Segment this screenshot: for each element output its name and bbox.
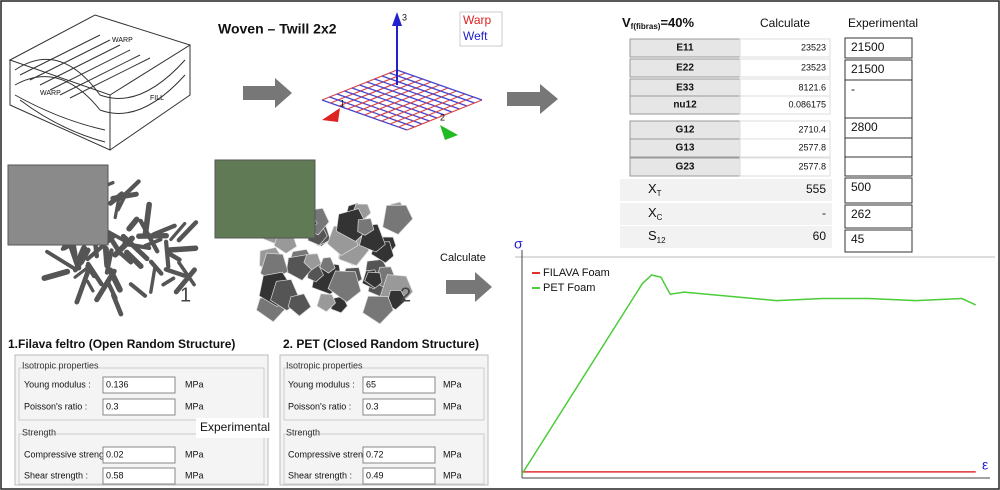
foam-number: 2	[400, 284, 411, 306]
row-calculate: -	[822, 206, 826, 220]
label-sub: 12	[657, 236, 666, 245]
row-label: nu12	[673, 100, 697, 111]
table: E11 23523 21500 E22 23523 21500 E33 8121.6 - nu12…	[620, 38, 912, 252]
field-value: 0.136	[106, 379, 129, 389]
row-experimental: 500	[851, 180, 871, 194]
label-sub: C	[657, 213, 663, 222]
field-value: 0.49	[366, 470, 384, 480]
foam-number: 1	[180, 284, 191, 306]
row-label: E11	[676, 43, 694, 54]
sketch-label: WARP	[112, 37, 133, 44]
header-part: f(fibras)	[631, 22, 661, 31]
row-label: E33	[676, 83, 694, 94]
experimental-cell	[845, 138, 912, 157]
field-value: 0.72	[366, 449, 384, 459]
row-calculate: 8121.6	[798, 82, 826, 92]
field-unit: MPa	[185, 401, 204, 411]
table-header: Experimental	[848, 16, 918, 30]
strut	[80, 248, 84, 258]
label-main: S	[648, 228, 657, 243]
row-experimental: 2800	[851, 120, 878, 134]
field-unit: MPa	[185, 470, 204, 480]
row-calculate: 2710.4	[798, 124, 826, 134]
strut	[145, 205, 149, 234]
panels: 1.Filava feltro (Open Random Structure) I…	[8, 337, 488, 485]
legend-text: Warp	[463, 13, 492, 27]
field-value: 0.3	[366, 401, 379, 411]
field-unit: MPa	[185, 379, 204, 389]
field-label: Young modulus :	[24, 379, 91, 389]
field-unit: MPa	[443, 470, 462, 480]
row-calculate: 23523	[801, 42, 826, 52]
row-experimental: 21500	[851, 40, 885, 54]
row-experimental: 21500	[851, 62, 885, 76]
row-label: G12	[676, 125, 695, 136]
field-label: Poisson's ratio :	[288, 401, 351, 411]
legend-text: Weft	[463, 29, 488, 43]
label-main: X	[648, 205, 657, 220]
field-label: Shear strength :	[288, 470, 352, 480]
field-label: Poisson's ratio :	[24, 401, 87, 411]
experimental-cell	[845, 157, 912, 176]
row-calculate: 60	[813, 229, 827, 243]
section-label: Isotropic properties	[22, 360, 99, 370]
y-axis-label: σ	[514, 236, 523, 252]
field-value: 0.3	[106, 401, 119, 411]
legend-label: PET Foam	[543, 282, 595, 294]
row-label: G23	[676, 162, 695, 173]
field-unit: MPa	[443, 379, 462, 389]
figure: WARP FILL WARP Woven – Twill 2x2 3 1 2 W…	[0, 0, 1000, 490]
row-experimental: 45	[851, 232, 865, 246]
sketch-label: FILL	[150, 95, 164, 102]
row-calculate: 0.086175	[788, 99, 826, 109]
foam-photo	[215, 160, 315, 238]
row-experimental: 262	[851, 207, 871, 221]
field-value: 65	[366, 379, 376, 389]
field-label: Shear strength :	[24, 470, 88, 480]
axis-label: 3	[402, 12, 407, 22]
legend-label: FILAVA Foam	[543, 267, 610, 279]
label-main: X	[648, 181, 657, 196]
woven-title: Woven – Twill 2x2	[218, 21, 337, 37]
panel-title: 2. PET (Closed Random Structure)	[283, 337, 479, 351]
row-calculate: 23523	[801, 62, 826, 72]
row-label: G13	[676, 143, 695, 154]
header-part: =40%	[660, 15, 694, 30]
calculate-label: Calculate	[440, 252, 486, 264]
sketch-label: WARP	[40, 90, 61, 97]
row-calculate: 2577.8	[798, 142, 826, 152]
row-calculate: 555	[806, 182, 826, 196]
label-sub: T	[657, 189, 662, 198]
table-header: Calculate	[760, 16, 810, 30]
field-value: 0.58	[106, 470, 124, 480]
row-experimental: -	[851, 82, 855, 96]
section-label: Strength	[22, 427, 56, 437]
row-calculate: 2577.8	[798, 161, 826, 171]
row-label: E22	[676, 63, 694, 74]
field-unit: MPa	[443, 401, 462, 411]
x-axis-label: ε	[982, 457, 988, 473]
foam-photo	[8, 165, 108, 245]
field-value: 0.02	[106, 449, 124, 459]
section-label: Strength	[286, 427, 320, 437]
strut	[170, 248, 196, 250]
experimental-label: Experimental	[200, 420, 270, 434]
header-part: V	[622, 15, 631, 30]
section-label: Isotropic properties	[286, 360, 363, 370]
axis-label: 2	[440, 112, 445, 122]
experimental-cell	[845, 80, 912, 118]
axis-label: 1	[340, 98, 345, 108]
field-unit: MPa	[185, 449, 204, 459]
panel-title: 1.Filava feltro (Open Random Structure)	[8, 337, 235, 351]
field-label: Young modulus :	[288, 379, 355, 389]
field-unit: MPa	[443, 449, 462, 459]
